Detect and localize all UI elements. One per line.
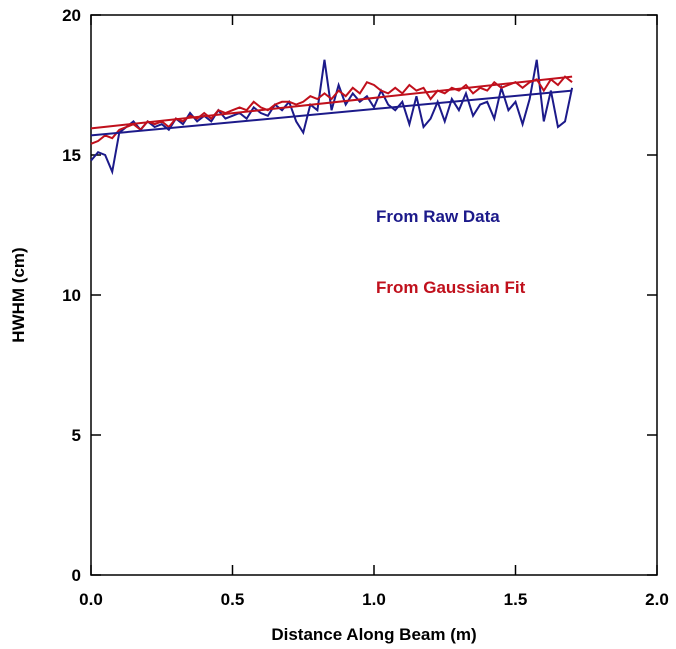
data-line	[90, 59, 574, 176]
x-tick-label: 0.0	[79, 590, 103, 609]
x-tick-label: 1.5	[504, 590, 528, 609]
x-tick-label: 2.0	[645, 590, 669, 609]
y-tick-label: 15	[62, 146, 81, 165]
data-line	[90, 89, 573, 137]
x-tick-label: 1.0	[362, 590, 386, 609]
y-axis-label: HWHM (cm)	[9, 247, 28, 342]
y-tick-label: 10	[62, 286, 81, 305]
legend-label: From Gaussian Fit	[376, 278, 526, 297]
legend-label: From Raw Data	[376, 207, 500, 226]
data-line	[90, 75, 573, 130]
y-tick-label: 5	[72, 426, 81, 445]
y-tick-label: 0	[72, 566, 81, 585]
x-axis-label: Distance Along Beam (m)	[271, 625, 476, 644]
y-tick-label: 20	[62, 6, 81, 25]
x-tick-label: 0.5	[221, 590, 245, 609]
plot-frame	[90, 14, 658, 576]
